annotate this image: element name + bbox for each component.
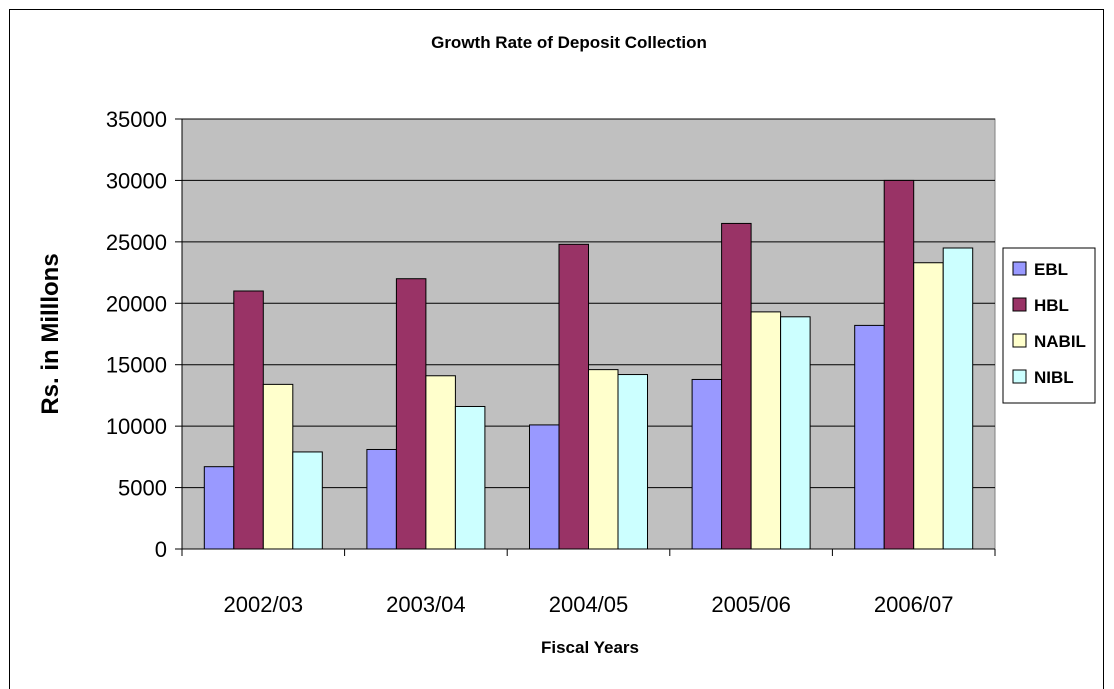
x-tick-label: 2004/05 (549, 592, 629, 617)
bar-chart: Growth Rate of Deposit Collection 0 5000 1… (37, 33, 1096, 657)
bar (780, 316, 811, 550)
bar (721, 222, 752, 550)
bar (454, 405, 486, 550)
legend-entry: NABIL (1034, 332, 1086, 351)
x-tick-label: 2005/06 (711, 592, 791, 617)
x-tick-label: 2003/04 (386, 592, 466, 617)
x-tick-labels: 2002/03 2003/04 2004/05 2005/06 2006/07 (224, 592, 954, 617)
axes (175, 118, 996, 556)
bar (942, 247, 974, 550)
bar (292, 451, 323, 550)
bar (617, 374, 648, 550)
legend-swatch (1012, 297, 1027, 312)
y-tick-label: 0 (155, 537, 167, 562)
y-tick-label: 35000 (106, 107, 167, 132)
legend-swatch (1012, 261, 1027, 276)
bar (366, 448, 397, 550)
bar (395, 278, 427, 550)
y-tick-label: 25000 (106, 230, 167, 255)
bar (588, 369, 619, 550)
bar (691, 378, 723, 550)
legend-swatch (1012, 369, 1027, 384)
y-axis-label: Rs. in Milllons (37, 253, 64, 414)
bar (883, 179, 915, 550)
bars (203, 179, 974, 550)
bar (854, 324, 885, 550)
bar (529, 424, 560, 550)
y-tick-labels: 0 5000 10000 15000 20000 25000 30000 35000 (106, 107, 167, 562)
bar (203, 466, 235, 550)
chart-frame (9, 9, 1104, 689)
y-tick-label: 10000 (106, 414, 167, 439)
y-tick-label: 30000 (106, 168, 167, 193)
bar (233, 290, 264, 550)
bar (750, 311, 782, 550)
legend-entry: HBL (1034, 296, 1069, 315)
x-axis-label: Fiscal Years (541, 638, 639, 657)
x-tick-label: 2006/07 (874, 592, 954, 617)
bar (425, 375, 456, 550)
legend-entry: NIBL (1034, 368, 1074, 387)
legend: EBL HBL NABIL NIBL (1002, 247, 1096, 404)
y-tick-label: 20000 (106, 291, 167, 316)
chart-title: Growth Rate of Deposit Collection (431, 33, 707, 52)
y-tick-label: 15000 (106, 353, 167, 378)
x-tick-label: 2002/03 (224, 592, 304, 617)
bar (262, 383, 294, 550)
y-tick-label: 5000 (118, 476, 167, 501)
legend-swatch (1012, 333, 1027, 348)
bar (558, 243, 589, 550)
legend-entry: EBL (1034, 260, 1068, 279)
bar (913, 262, 944, 550)
